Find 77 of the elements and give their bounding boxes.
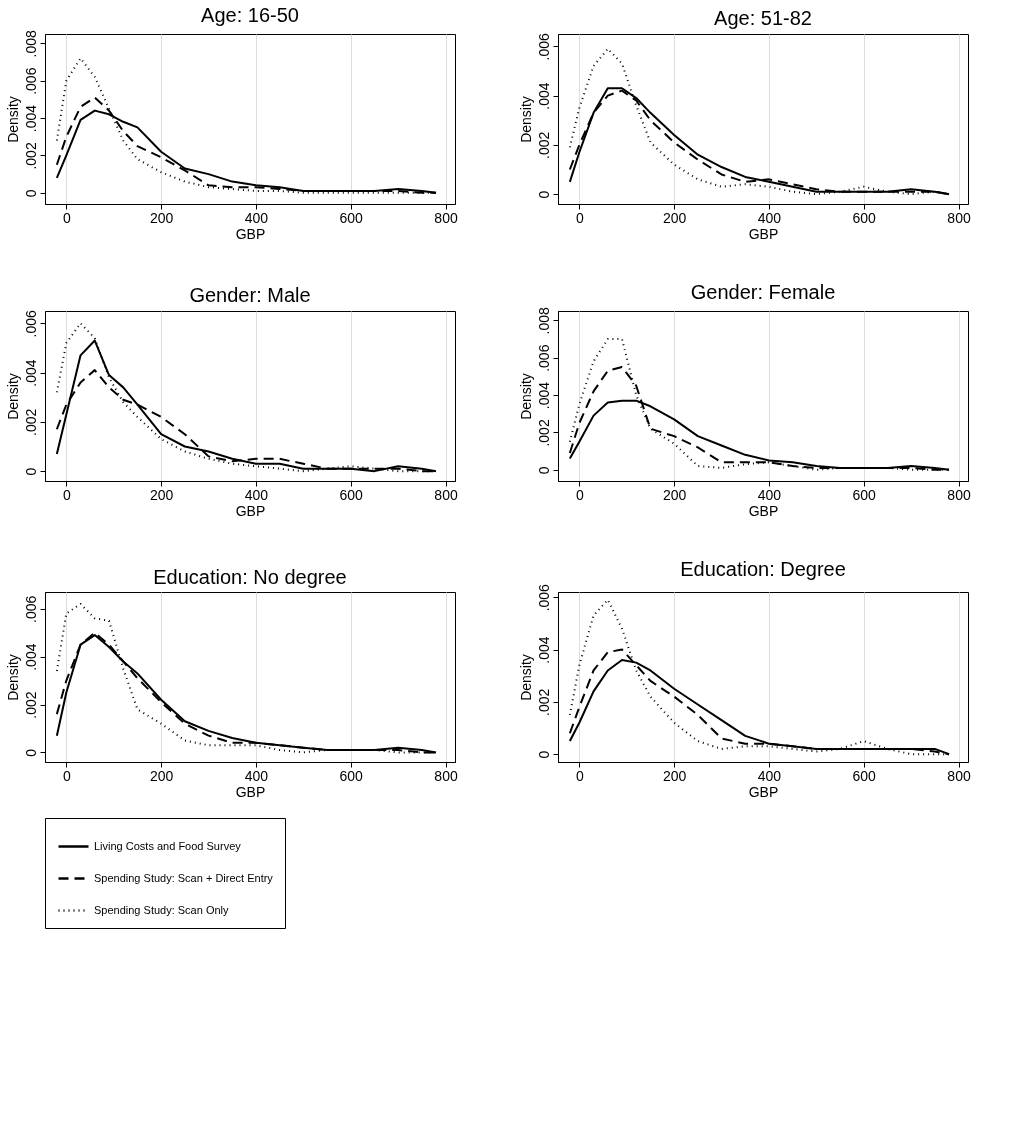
y-tick-label: .006 [22, 595, 39, 623]
y-axis-title: Density [517, 373, 534, 420]
y-tick-label: .006 [22, 67, 39, 95]
x-tick-label: 400 [757, 767, 782, 784]
x-tick-label: 0 [62, 486, 71, 503]
y-tick-label: .008 [535, 307, 552, 335]
x-tick-label: 800 [434, 486, 458, 503]
y-tick-label: .002 [22, 691, 39, 719]
y-tick-label: .004 [22, 643, 39, 671]
x-tick-label: 200 [662, 209, 687, 226]
x-tick-label: 800 [947, 767, 971, 784]
x-tick-label: 800 [434, 209, 458, 226]
x-tick-label: 800 [947, 486, 971, 503]
x-tick-label: 0 [575, 209, 584, 226]
legend-label: Spending Study: Scan + Direct Entry [94, 871, 274, 884]
x-tick-label: 200 [662, 767, 687, 784]
y-tick-label: .002 [535, 688, 552, 716]
x-tick-label: 600 [339, 486, 364, 503]
legend-label: Living Costs and Food Survey [94, 839, 242, 852]
y-tick-label: 0 [22, 748, 39, 757]
chart-title: Age: 51-82 [714, 6, 812, 29]
chart-title: Age: 16-50 [201, 3, 299, 26]
y-axis-title: Density [4, 96, 21, 143]
y-tick-label: .006 [22, 309, 39, 338]
y-axis-title: Density [4, 654, 21, 701]
y-tick-label: .004 [535, 381, 552, 410]
y-tick-label: 0 [22, 189, 39, 198]
y-tick-label: .006 [535, 344, 552, 372]
x-tick-label: 200 [149, 209, 174, 226]
y-tick-label: 0 [535, 466, 552, 475]
x-tick-label: 400 [244, 209, 269, 226]
x-tick-label: 400 [757, 486, 782, 503]
x-tick-label: 200 [149, 486, 174, 503]
y-tick-label: .002 [22, 408, 39, 436]
y-tick-label: .004 [535, 636, 552, 664]
y-tick-label: 0 [535, 750, 552, 759]
x-tick-label: 600 [852, 767, 877, 784]
legend-label: Spending Study: Scan Only [94, 903, 230, 916]
x-tick-label: 0 [62, 209, 71, 226]
y-tick-label: 0 [22, 467, 39, 476]
x-tick-label: 600 [852, 209, 877, 226]
x-tick-label: 0 [575, 767, 584, 784]
x-tick-label: 400 [244, 486, 269, 503]
chart-title: Education: Degree [680, 557, 846, 580]
x-tick-label: 600 [852, 486, 877, 503]
x-axis-title: GBP [748, 502, 779, 519]
x-tick-label: 400 [244, 767, 269, 784]
x-tick-label: 800 [947, 209, 971, 226]
x-axis-title: GBP [748, 783, 779, 800]
x-tick-label: 600 [339, 767, 364, 784]
x-tick-label: 0 [575, 486, 584, 503]
y-tick-label: .006 [535, 32, 552, 61]
x-tick-label: 200 [149, 767, 174, 784]
x-axis-title: GBP [235, 783, 266, 800]
y-tick-label: .006 [535, 583, 552, 612]
y-axis-title: Density [4, 373, 21, 420]
x-tick-label: 200 [662, 486, 687, 503]
y-tick-label: .008 [22, 30, 39, 58]
y-tick-label: 0 [535, 190, 552, 199]
x-tick-label: 0 [62, 767, 71, 784]
chart-title: Gender: Female [690, 280, 836, 303]
x-tick-label: 600 [339, 209, 364, 226]
y-tick-label: .004 [535, 82, 552, 110]
y-tick-label: .002 [535, 419, 552, 447]
chart-title: Gender: Male [189, 283, 311, 306]
x-axis-title: GBP [235, 225, 266, 242]
x-tick-label: 800 [434, 767, 458, 784]
y-tick-label: .004 [22, 104, 39, 133]
x-tick-label: 400 [757, 209, 782, 226]
y-axis-title: Density [517, 96, 534, 143]
x-axis-title: GBP [235, 502, 266, 519]
y-tick-label: .004 [22, 359, 39, 387]
chart-title: Education: No degree [153, 566, 347, 588]
y-tick-label: .002 [535, 131, 552, 159]
y-tick-label: .002 [22, 142, 39, 170]
y-axis-title: Density [517, 654, 534, 701]
x-axis-title: GBP [748, 225, 779, 242]
